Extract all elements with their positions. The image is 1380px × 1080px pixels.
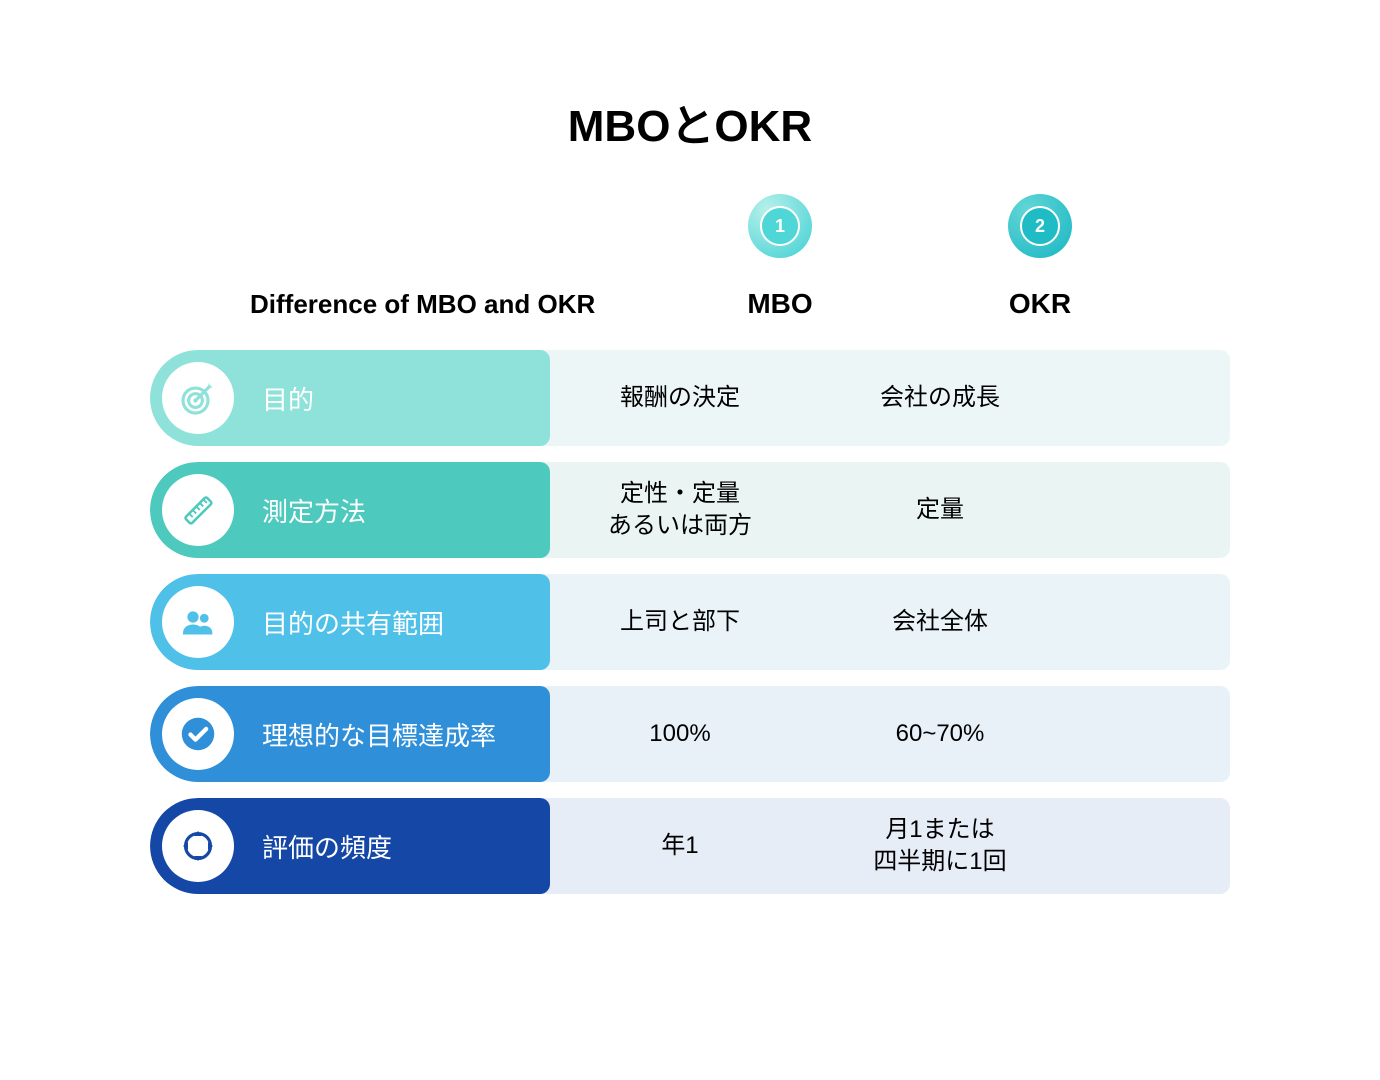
row-pill: 評価の頻度 [150, 798, 550, 894]
row-pill: 測定方法 [150, 462, 550, 558]
table-header: Difference of MBO and OKR 1 MBO 2 OKR [150, 194, 1230, 320]
cycle-icon [162, 810, 234, 882]
header-first-label: Difference of MBO and OKR [250, 289, 650, 320]
row-pill: 理想的な目標達成率 [150, 686, 550, 782]
cell-col-2: 60~70% [810, 686, 1070, 782]
row-pill: 目的 [150, 350, 550, 446]
row-label: 測定方法 [262, 492, 366, 529]
col-label-2: OKR [910, 288, 1170, 320]
row-label: 目的の共有範囲 [262, 604, 444, 641]
cell-col-2: 定量 [810, 462, 1070, 558]
table-row: 評価の頻度 年1月1または 四半期に1回 [150, 798, 1230, 894]
page-title: MBOとOKR [150, 90, 1230, 154]
row-label: 目的 [262, 380, 314, 417]
table-row: 目的 報酬の決定会社の成長 [150, 350, 1230, 446]
target-icon [162, 362, 234, 434]
cell-col-1: 年1 [550, 798, 810, 894]
cell-col-1: 定性・定量 あるいは両方 [550, 462, 810, 558]
table-row: 測定方法 定性・定量 あるいは両方定量 [150, 462, 1230, 558]
people-icon [162, 586, 234, 658]
col-label-1: MBO [650, 288, 910, 320]
cell-col-2: 会社の成長 [810, 350, 1070, 446]
col-number-badge-1: 1 [748, 194, 812, 258]
cell-col-1: 報酬の決定 [550, 350, 810, 446]
cell-col-1: 上司と部下 [550, 574, 810, 670]
cell-col-1: 100% [550, 686, 810, 782]
row-label: 理想的な目標達成率 [262, 716, 496, 753]
table-row: 目的の共有範囲 上司と部下会社全体 [150, 574, 1230, 670]
table-row: 理想的な目標達成率 100%60~70% [150, 686, 1230, 782]
cell-col-2: 会社全体 [810, 574, 1070, 670]
row-pill: 目的の共有範囲 [150, 574, 550, 670]
ruler-icon [162, 474, 234, 546]
row-label: 評価の頻度 [262, 828, 392, 865]
table-body: 目的 報酬の決定会社の成長測定方法 定性・定量 あるいは両方定量目的の共有範囲 上司と… [150, 350, 1230, 894]
col-number-badge-2: 2 [1008, 194, 1072, 258]
check-icon [162, 698, 234, 770]
cell-col-2: 月1または 四半期に1回 [810, 798, 1070, 894]
